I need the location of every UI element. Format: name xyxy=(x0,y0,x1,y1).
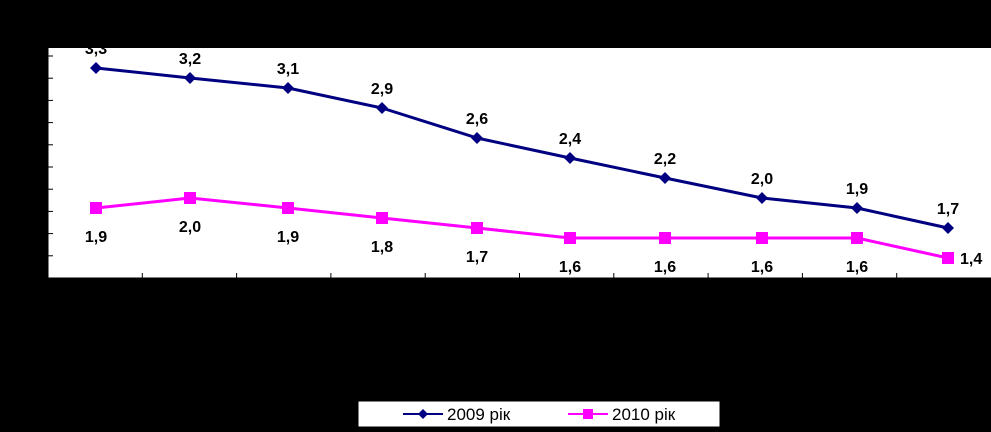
data-point xyxy=(282,202,294,214)
data-point xyxy=(756,232,768,244)
data-point xyxy=(659,232,671,244)
data-point xyxy=(942,222,954,234)
data-label: 2,4 xyxy=(559,131,581,148)
data-point xyxy=(376,212,388,224)
data-label: 2,0 xyxy=(751,171,773,188)
data-point xyxy=(851,202,863,214)
data-label: 2,6 xyxy=(466,111,488,128)
data-label: 3,2 xyxy=(179,51,201,68)
legend-label-1: 2009 рік xyxy=(447,405,511,424)
y-axis-ticks xyxy=(47,48,53,279)
data-label-layer: 3,3 3,2 3,1 2,9 2,6 2,4 2,2 2,0 1,9 1,7 1,9 2,0 1,9 1… xyxy=(85,41,982,276)
data-point xyxy=(184,192,196,204)
data-label: 2,0 xyxy=(179,219,201,236)
data-label: 1,8 xyxy=(371,239,393,256)
data-point xyxy=(564,152,576,164)
data-point xyxy=(90,202,102,214)
data-point xyxy=(90,62,102,74)
legend-label-2: 2010 рік xyxy=(612,405,676,424)
data-point xyxy=(184,72,196,84)
data-label: 1,9 xyxy=(846,181,868,198)
data-label: 1,7 xyxy=(937,201,959,218)
data-point xyxy=(471,132,483,144)
data-label: 1,7 xyxy=(466,249,488,266)
data-point xyxy=(282,82,294,94)
data-label: 1,6 xyxy=(654,259,676,276)
data-label: 1,6 xyxy=(559,259,581,276)
data-point xyxy=(471,222,483,234)
legend-marker-1 xyxy=(418,409,428,419)
data-label: 3,1 xyxy=(277,61,299,78)
data-label: 1,9 xyxy=(277,229,299,246)
data-label: 3,3 xyxy=(85,41,107,58)
data-label: 1,4 xyxy=(960,251,982,268)
series-line-2 xyxy=(95,196,949,260)
data-point xyxy=(756,192,768,204)
data-label: 2,9 xyxy=(371,81,393,98)
series-layer xyxy=(90,62,954,264)
x-axis-ticks xyxy=(48,273,991,279)
plot-area xyxy=(48,48,991,278)
data-point xyxy=(659,172,671,184)
legend-marker-2 xyxy=(583,409,593,419)
series-line-1 xyxy=(95,66,949,230)
data-label: 1,6 xyxy=(751,259,773,276)
data-point xyxy=(376,102,388,114)
data-point xyxy=(851,232,863,244)
data-label: 2,2 xyxy=(654,151,676,168)
data-label: 1,6 xyxy=(846,259,868,276)
data-point xyxy=(564,232,576,244)
legend: 2009 рік 2010 рік xyxy=(357,400,721,428)
data-label: 1,9 xyxy=(85,229,107,246)
data-point xyxy=(942,252,954,264)
